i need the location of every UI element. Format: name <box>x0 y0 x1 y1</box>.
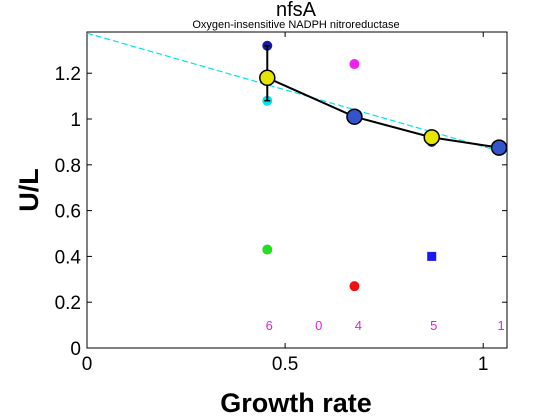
count-label: 0 <box>315 318 322 333</box>
data-point <box>262 244 273 255</box>
data-point-square <box>427 251 437 261</box>
y-tick-label: 1.2 <box>55 64 81 85</box>
x-tick-label: 0.5 <box>272 354 298 375</box>
count-label: 4 <box>355 318 362 333</box>
y-tick-label: 0.8 <box>55 156 81 177</box>
count-label: 1 <box>497 318 504 333</box>
plot-layer: 6 0 4 5 1 <box>86 32 508 333</box>
mean-marker <box>490 139 508 156</box>
data-point <box>349 281 360 292</box>
mean-line <box>266 76 500 149</box>
y-axis-label: U/L <box>14 168 44 212</box>
plot-area <box>86 31 508 349</box>
y-tick-label: 0.2 <box>55 293 81 314</box>
y-tick-label: 0 <box>70 339 81 360</box>
x-axis: 0 0.5 1 <box>82 32 489 375</box>
mean-marker <box>346 108 363 125</box>
chart-subtitle: Oxygen-insensitive NADPH nitroreductase <box>192 19 399 31</box>
x-tick-label: 1 <box>478 354 489 375</box>
x-axis-label: Growth rate <box>220 388 372 418</box>
mean-marker <box>423 129 440 146</box>
y-tick-label: 1 <box>70 110 81 131</box>
count-label: 6 <box>266 318 273 333</box>
chart-title: nfsA <box>276 0 317 21</box>
y-axis: 0 0.2 0.4 0.6 0.8 1 1.2 <box>55 64 507 360</box>
y-tick-label: 0.6 <box>55 202 81 223</box>
mean-marker <box>259 69 276 87</box>
x-tick-label: 0 <box>82 354 93 375</box>
y-tick-label: 0.4 <box>55 247 82 268</box>
data-point <box>349 59 360 70</box>
count-label: 5 <box>430 318 437 333</box>
